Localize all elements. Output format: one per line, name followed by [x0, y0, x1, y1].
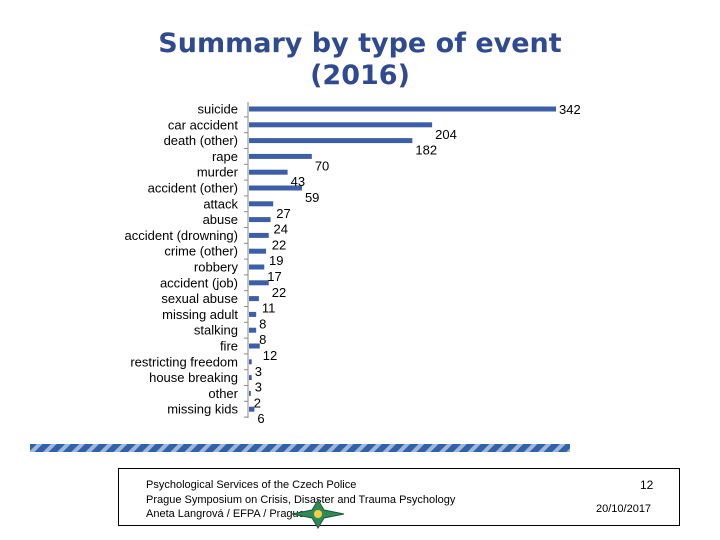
bar: [249, 169, 288, 175]
value-label: 11: [262, 301, 276, 316]
value-label: 59: [305, 190, 319, 205]
category-label: crime (other): [164, 244, 238, 259]
value-label: 6: [257, 411, 264, 426]
footer-date: 20/10/2017: [596, 503, 652, 515]
bar: [249, 406, 255, 412]
decorative-divider-band: [30, 444, 570, 452]
bar: [249, 232, 269, 238]
value-label: 2: [254, 395, 261, 410]
category-label: stalking: [194, 323, 238, 338]
category-label: fire: [220, 339, 238, 354]
bar: [249, 185, 302, 191]
title-line-1: Summary by type of event: [158, 28, 562, 59]
category-label: missing kids: [167, 402, 238, 417]
value-label: 17: [267, 269, 281, 284]
value-label: 3: [255, 380, 262, 395]
bar: [249, 264, 265, 270]
value-label: 204: [435, 127, 457, 142]
bar: [249, 201, 274, 207]
footer-organization: Psychological Services of the Czech Poli…: [146, 479, 357, 491]
bar: [249, 359, 252, 365]
category-label: accident (other): [148, 181, 238, 196]
bar: [249, 138, 413, 144]
value-label: 22: [272, 237, 286, 252]
footer-page-number: 12: [640, 478, 654, 492]
category-label: attack: [203, 196, 238, 211]
category-label: sexual abuse: [161, 291, 238, 306]
category-label: restricting freedom: [130, 354, 238, 369]
value-label: 70: [315, 158, 329, 173]
bar: [249, 390, 251, 396]
category-label: suicide: [198, 102, 238, 117]
value-label: 342: [559, 102, 581, 117]
category-label: missing adult: [162, 307, 238, 322]
bar: [249, 248, 267, 254]
bar: [249, 106, 556, 112]
category-label: car accident: [168, 117, 238, 132]
value-label: 3: [255, 364, 262, 379]
footer-event: Prague Symposium on Crisis, Disaster and…: [146, 494, 456, 506]
value-label: 12: [263, 348, 277, 363]
footer-box: [118, 468, 680, 526]
bar: [249, 296, 259, 302]
category-label: house breaking: [149, 370, 238, 385]
footer-author: Aneta Langrová / EFPA / Prague: [146, 508, 305, 520]
page-title: Summary by type of event (2016): [0, 28, 720, 92]
police-star-emblem-icon: [291, 499, 345, 529]
category-label: other: [208, 386, 238, 401]
bar: [249, 280, 269, 286]
value-label: 24: [274, 222, 288, 237]
category-label: murder: [197, 165, 239, 180]
category-label: death (other): [164, 133, 238, 148]
value-label: 182: [415, 143, 437, 158]
bar: [249, 122, 433, 128]
bar: [249, 311, 257, 317]
category-label: accident (drowning): [125, 228, 238, 243]
category-label: accident (job): [160, 275, 238, 290]
category-label: robbery: [194, 260, 239, 275]
category-label: abuse: [203, 212, 238, 227]
bar: [249, 375, 252, 381]
category-label: rape: [212, 149, 238, 164]
value-label: 43: [291, 174, 305, 189]
value-label: 27: [276, 206, 290, 221]
bar: [249, 343, 260, 349]
bar: [249, 327, 257, 333]
bar: [249, 153, 312, 159]
bar: [249, 217, 271, 223]
value-label: 22: [272, 285, 286, 300]
value-label: 19: [269, 253, 283, 268]
value-label: 8: [259, 332, 266, 347]
title-line-2: (2016): [310, 60, 410, 91]
value-label: 8: [259, 316, 266, 331]
